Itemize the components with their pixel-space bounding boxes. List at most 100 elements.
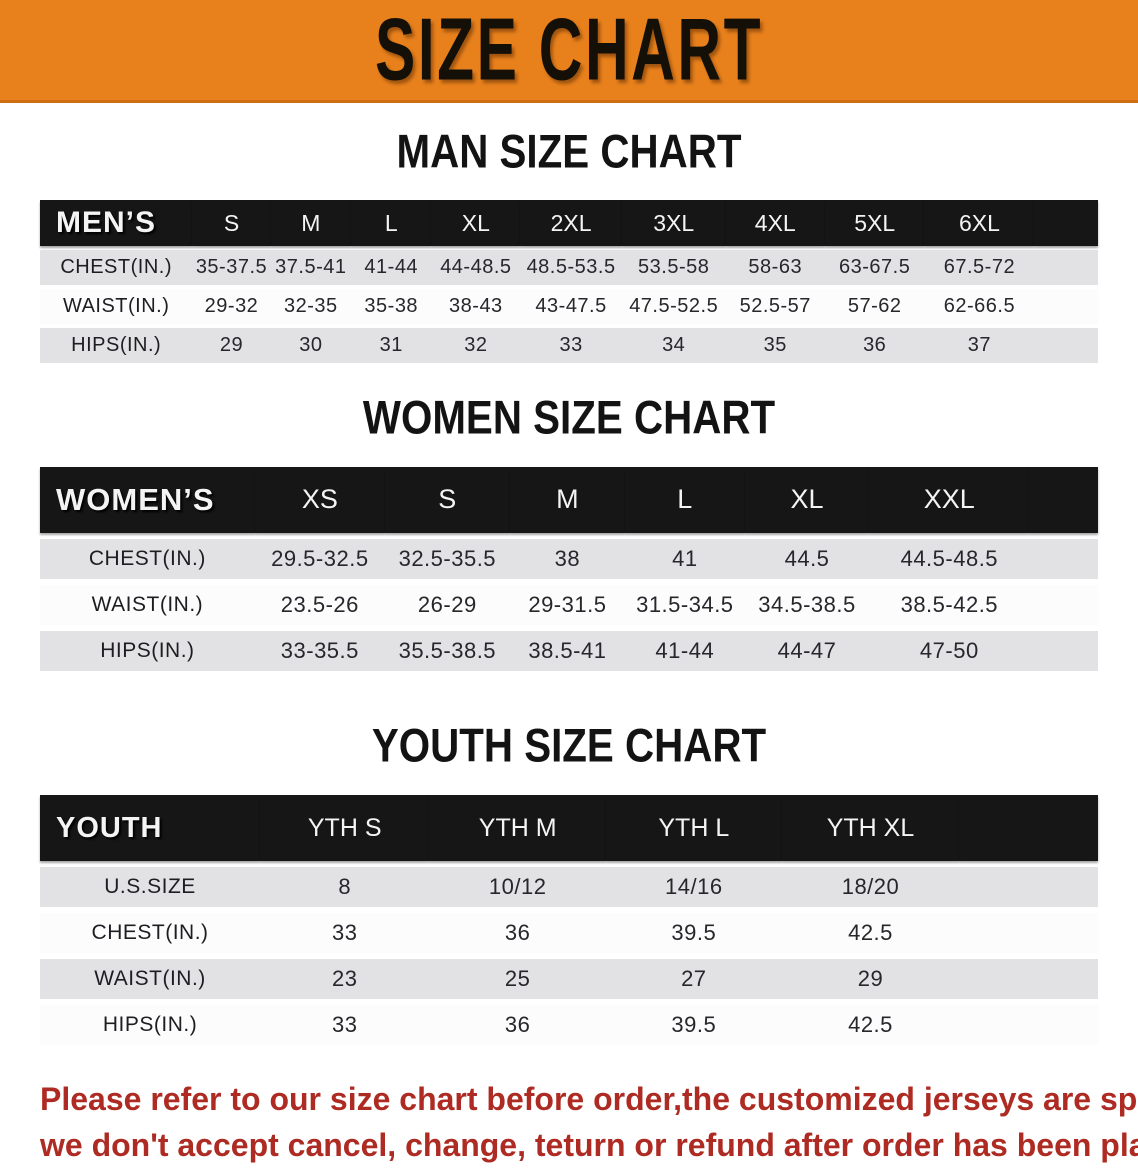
- row-spacer: [1034, 250, 1098, 286]
- men-size-table: MEN’S S M L XL 2XL 3XL 4XL 5XL 6XL CHEST(IN.) 35-37…: [40, 196, 1098, 367]
- table-cell: 8: [260, 867, 430, 908]
- row-label: CHEST(IN.): [40, 538, 255, 579]
- table-cell: 48.5-53.5: [520, 250, 622, 286]
- row-label: WAIST(IN.): [40, 289, 193, 325]
- table-cell: 32: [431, 328, 521, 364]
- size-table: WOMEN’S XS S M L XL XXL CHEST(IN.) 29.5-32.5 32.5…: [40, 461, 1098, 677]
- column-header: YTH L: [606, 795, 782, 862]
- women-size-section: WOMEN SIZE CHART WOMEN’S XS S M L XL XXL CHEST(…: [0, 391, 1138, 677]
- table-corner-label: WOMEN’S: [40, 466, 255, 533]
- table-cell: 29-31.5: [509, 584, 626, 625]
- table-cell: 27: [606, 959, 782, 1000]
- table-cell: 38-43: [431, 289, 521, 325]
- youth-size-section: YOUTH SIZE CHART YOUTH YTH S YTH M YTH L YTH…: [0, 718, 1138, 1051]
- youth-size-table: YOUTH YTH S YTH M YTH L YTH XL U.S.SIZE 8 10/12…: [40, 789, 1098, 1051]
- women-section-heading: WOMEN SIZE CHART: [362, 391, 776, 445]
- table-cell: 44-47: [744, 630, 870, 671]
- banner-title: SIZE CHART: [374, 1, 764, 99]
- table-row: CHEST(IN.) 35-37.5 37.5-41 41-44 44-48.5 48.5…: [40, 250, 1098, 286]
- table-cell: 42.5: [781, 913, 960, 954]
- table-cell: 63-67.5: [824, 250, 925, 286]
- row-label: U.S.SIZE: [40, 867, 261, 908]
- header-spacer: [959, 795, 1098, 862]
- column-header: 4XL: [725, 200, 825, 247]
- table-cell: 30: [270, 328, 352, 364]
- table-cell: 47.5-52.5: [621, 289, 726, 325]
- table-cell: 31.5-34.5: [625, 584, 745, 625]
- row-label: HIPS(IN.): [40, 630, 255, 671]
- column-header: YTH M: [429, 795, 606, 862]
- column-header: L: [351, 200, 432, 247]
- table-cell: 39.5: [606, 913, 782, 954]
- row-spacer: [1034, 328, 1098, 364]
- table-corner-label: MEN’S: [40, 200, 193, 247]
- table-row: WAIST(IN.) 23 25 27 29: [40, 959, 1098, 1000]
- table-cell: 29-32: [192, 289, 271, 325]
- table-row: WAIST(IN.) 29-32 32-35 35-38 38-43 43-47.5 47.…: [40, 289, 1098, 325]
- disclaimer-text: Please refer to our size chart before or…: [40, 1077, 1138, 1168]
- column-header: XL: [744, 466, 870, 533]
- column-header: M: [509, 466, 626, 533]
- table-cell: 29: [192, 328, 271, 364]
- table-cell: 33: [520, 328, 622, 364]
- table-cell: 38.5-41: [509, 630, 626, 671]
- table-cell: 35-38: [351, 289, 432, 325]
- row-spacer: [1029, 538, 1098, 579]
- column-header: 5XL: [824, 200, 925, 247]
- table-cell: 33-35.5: [254, 630, 385, 671]
- table-cell: 38.5-42.5: [869, 584, 1030, 625]
- women-size-table: WOMEN’S XS S M L XL XXL CHEST(IN.) 29.5-32.5 32.5…: [40, 461, 1098, 677]
- table-cell: 33: [260, 913, 430, 954]
- table-cell: 57-62: [824, 289, 925, 325]
- table-row: CHEST(IN.) 29.5-32.5 32.5-35.5 38 41 44.5 44.5…: [40, 538, 1098, 579]
- row-spacer: [1034, 289, 1098, 325]
- youth-section-heading: YOUTH SIZE CHART: [371, 718, 767, 772]
- column-header: S: [384, 466, 510, 533]
- table-cell: 62-66.5: [924, 289, 1035, 325]
- table-cell: 14/16: [606, 867, 782, 908]
- disclaimer-line-1: Please refer to our size chart before or…: [40, 1081, 1138, 1118]
- table-cell: 23.5-26: [254, 584, 385, 625]
- table-row: U.S.SIZE 8 10/12 14/16 18/20: [40, 867, 1098, 908]
- table-cell: 43-47.5: [520, 289, 622, 325]
- table-cell: 42.5: [781, 1005, 960, 1046]
- row-spacer: [959, 913, 1098, 954]
- table-cell: 31: [351, 328, 432, 364]
- size-table: MEN’S S M L XL 2XL 3XL 4XL 5XL 6XL CHEST(IN.) 35-37…: [40, 196, 1098, 367]
- column-header: M: [270, 200, 352, 247]
- table-cell: 10/12: [429, 867, 606, 908]
- table-cell: 37.5-41: [270, 250, 352, 286]
- table-cell: 26-29: [384, 584, 510, 625]
- table-cell: 23: [260, 959, 430, 1000]
- table-cell: 38: [509, 538, 626, 579]
- row-label: WAIST(IN.): [40, 584, 255, 625]
- table-row: CHEST(IN.) 33 36 39.5 42.5: [40, 913, 1098, 954]
- table-cell: 34: [621, 328, 726, 364]
- table-cell: 25: [429, 959, 606, 1000]
- table-cell: 29.5-32.5: [254, 538, 385, 579]
- column-header: XS: [254, 466, 385, 533]
- men-size-section: MAN SIZE CHART MEN’S S M L XL 2XL 3XL 4XL 5XL 6XL…: [0, 126, 1138, 367]
- table-cell: 44.5: [744, 538, 870, 579]
- table-cell: 34.5-38.5: [744, 584, 870, 625]
- table-row: WAIST(IN.) 23.5-26 26-29 29-31.5 31.5-34.5 34…: [40, 584, 1098, 625]
- row-label: HIPS(IN.): [40, 328, 193, 364]
- column-header: S: [192, 200, 271, 247]
- table-cell: 41-44: [625, 630, 745, 671]
- table-cell: 29: [781, 959, 960, 1000]
- column-header: 2XL: [520, 200, 622, 247]
- row-spacer: [1029, 584, 1098, 625]
- row-label: CHEST(IN.): [40, 913, 261, 954]
- column-header: XL: [431, 200, 521, 247]
- size-chart-banner: SIZE CHART: [0, 0, 1138, 103]
- table-cell: 53.5-58: [621, 250, 726, 286]
- table-row: HIPS(IN.) 33-35.5 35.5-38.5 38.5-41 41-44 44-…: [40, 630, 1098, 671]
- table-cell: 36: [429, 913, 606, 954]
- row-spacer: [1029, 630, 1098, 671]
- row-spacer: [959, 959, 1098, 1000]
- table-cell: 37: [924, 328, 1035, 364]
- column-header: 3XL: [621, 200, 726, 247]
- table-cell: 47-50: [869, 630, 1030, 671]
- size-table: YOUTH YTH S YTH M YTH L YTH XL U.S.SIZE 8 10/12…: [40, 789, 1098, 1051]
